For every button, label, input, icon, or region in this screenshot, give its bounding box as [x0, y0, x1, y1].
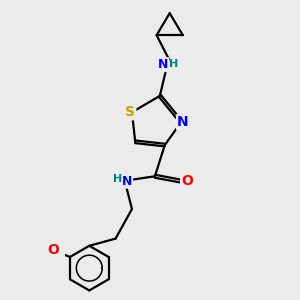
Text: H: H: [169, 59, 178, 69]
Text: O: O: [47, 243, 59, 257]
Text: N: N: [122, 175, 132, 188]
Text: N: N: [158, 58, 168, 71]
Text: O: O: [181, 174, 193, 188]
Text: S: S: [125, 105, 135, 119]
Text: N: N: [177, 115, 189, 129]
Text: H: H: [112, 173, 122, 184]
